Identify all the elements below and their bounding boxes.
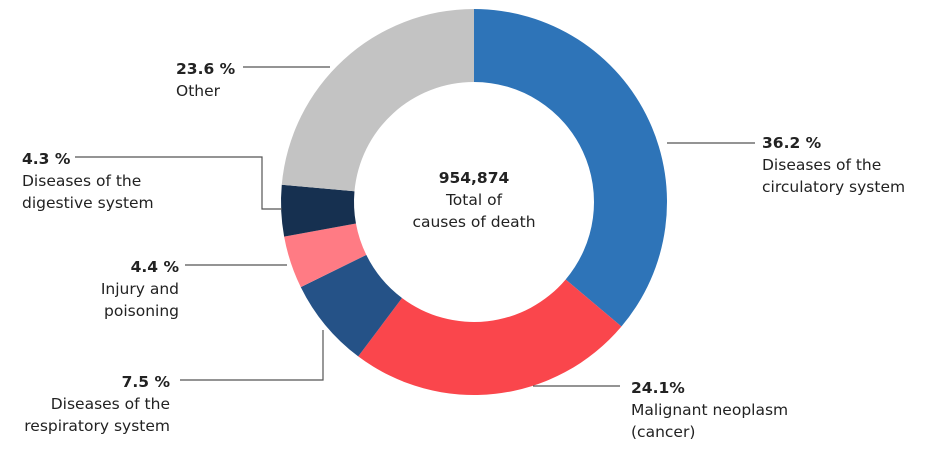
- leader-line-respiratory: [180, 330, 324, 381]
- center-label-line-2: causes of death: [412, 213, 535, 231]
- pct-label-cancer: 24.1%: [631, 379, 685, 397]
- slice-digestive: [280, 184, 356, 237]
- category-label-digestive: Diseases of the: [22, 172, 141, 190]
- center-label-line-1: Total of: [445, 191, 503, 209]
- category-label-circulatory: circulatory system: [762, 178, 905, 196]
- category-label-cancer: Malignant neoplasm: [631, 401, 788, 419]
- slice-respiratory: [300, 254, 403, 357]
- leader-line-digestive: [75, 156, 282, 210]
- category-label-injury: Injury and: [101, 280, 179, 298]
- slice-injury: [284, 223, 367, 288]
- category-label-other: Other: [176, 82, 221, 100]
- category-label-digestive: digestive system: [22, 194, 154, 212]
- pct-label-circulatory: 36.2 %: [762, 134, 822, 152]
- slice-labels: 36.2 % Diseases of the circulatory system 2…: [22, 60, 905, 441]
- slice-circulatory: [474, 9, 667, 327]
- pct-label-digestive: 4.3 %: [22, 150, 71, 168]
- category-label-injury: poisoning: [104, 302, 179, 320]
- pct-label-injury: 4.4 %: [131, 258, 180, 276]
- slice-other: [281, 9, 474, 192]
- center-label: 954,874 Total of causes of death: [412, 169, 535, 231]
- category-label-cancer: (cancer): [631, 423, 695, 441]
- category-label-circulatory: Diseases of the: [762, 156, 881, 174]
- pct-label-other: 23.6 %: [176, 60, 236, 78]
- category-label-respiratory: respiratory system: [24, 417, 170, 435]
- donut-slices: [280, 9, 667, 395]
- center-total: 954,874: [439, 169, 510, 187]
- pct-label-respiratory: 7.5 %: [122, 373, 171, 391]
- leader-lines: [75, 66, 755, 387]
- slice-cancer: [358, 279, 622, 395]
- category-label-respiratory: Diseases of the: [51, 395, 170, 413]
